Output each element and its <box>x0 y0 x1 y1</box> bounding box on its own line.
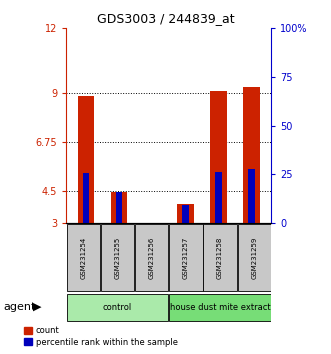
Legend: count, percentile rank within the sample: count, percentile rank within the sample <box>24 326 177 347</box>
Bar <box>177 204 194 223</box>
Bar <box>169 224 203 291</box>
Text: ▶: ▶ <box>33 302 42 312</box>
Bar <box>238 224 271 291</box>
Text: GDS3003 / 244839_at: GDS3003 / 244839_at <box>97 12 234 25</box>
Bar <box>83 173 89 223</box>
Bar <box>248 169 255 223</box>
Bar <box>210 91 227 223</box>
Bar <box>203 224 237 291</box>
Bar <box>135 224 168 291</box>
Text: control: control <box>103 303 132 312</box>
Text: agent: agent <box>3 302 36 312</box>
Bar <box>111 192 127 223</box>
Bar <box>215 172 222 223</box>
Text: GSM231259: GSM231259 <box>251 236 257 279</box>
Text: GSM231258: GSM231258 <box>217 236 223 279</box>
Bar <box>116 192 122 223</box>
Bar <box>169 293 271 321</box>
Bar <box>101 224 134 291</box>
Text: GSM231255: GSM231255 <box>115 236 120 279</box>
Bar <box>78 97 94 223</box>
Text: GSM231257: GSM231257 <box>183 236 189 279</box>
Text: GSM231256: GSM231256 <box>149 236 155 279</box>
Bar <box>182 205 189 223</box>
Text: GSM231254: GSM231254 <box>80 236 86 279</box>
Bar <box>67 293 168 321</box>
Text: house dust mite extract: house dust mite extract <box>170 303 270 312</box>
Bar <box>243 87 260 223</box>
Bar <box>67 224 100 291</box>
